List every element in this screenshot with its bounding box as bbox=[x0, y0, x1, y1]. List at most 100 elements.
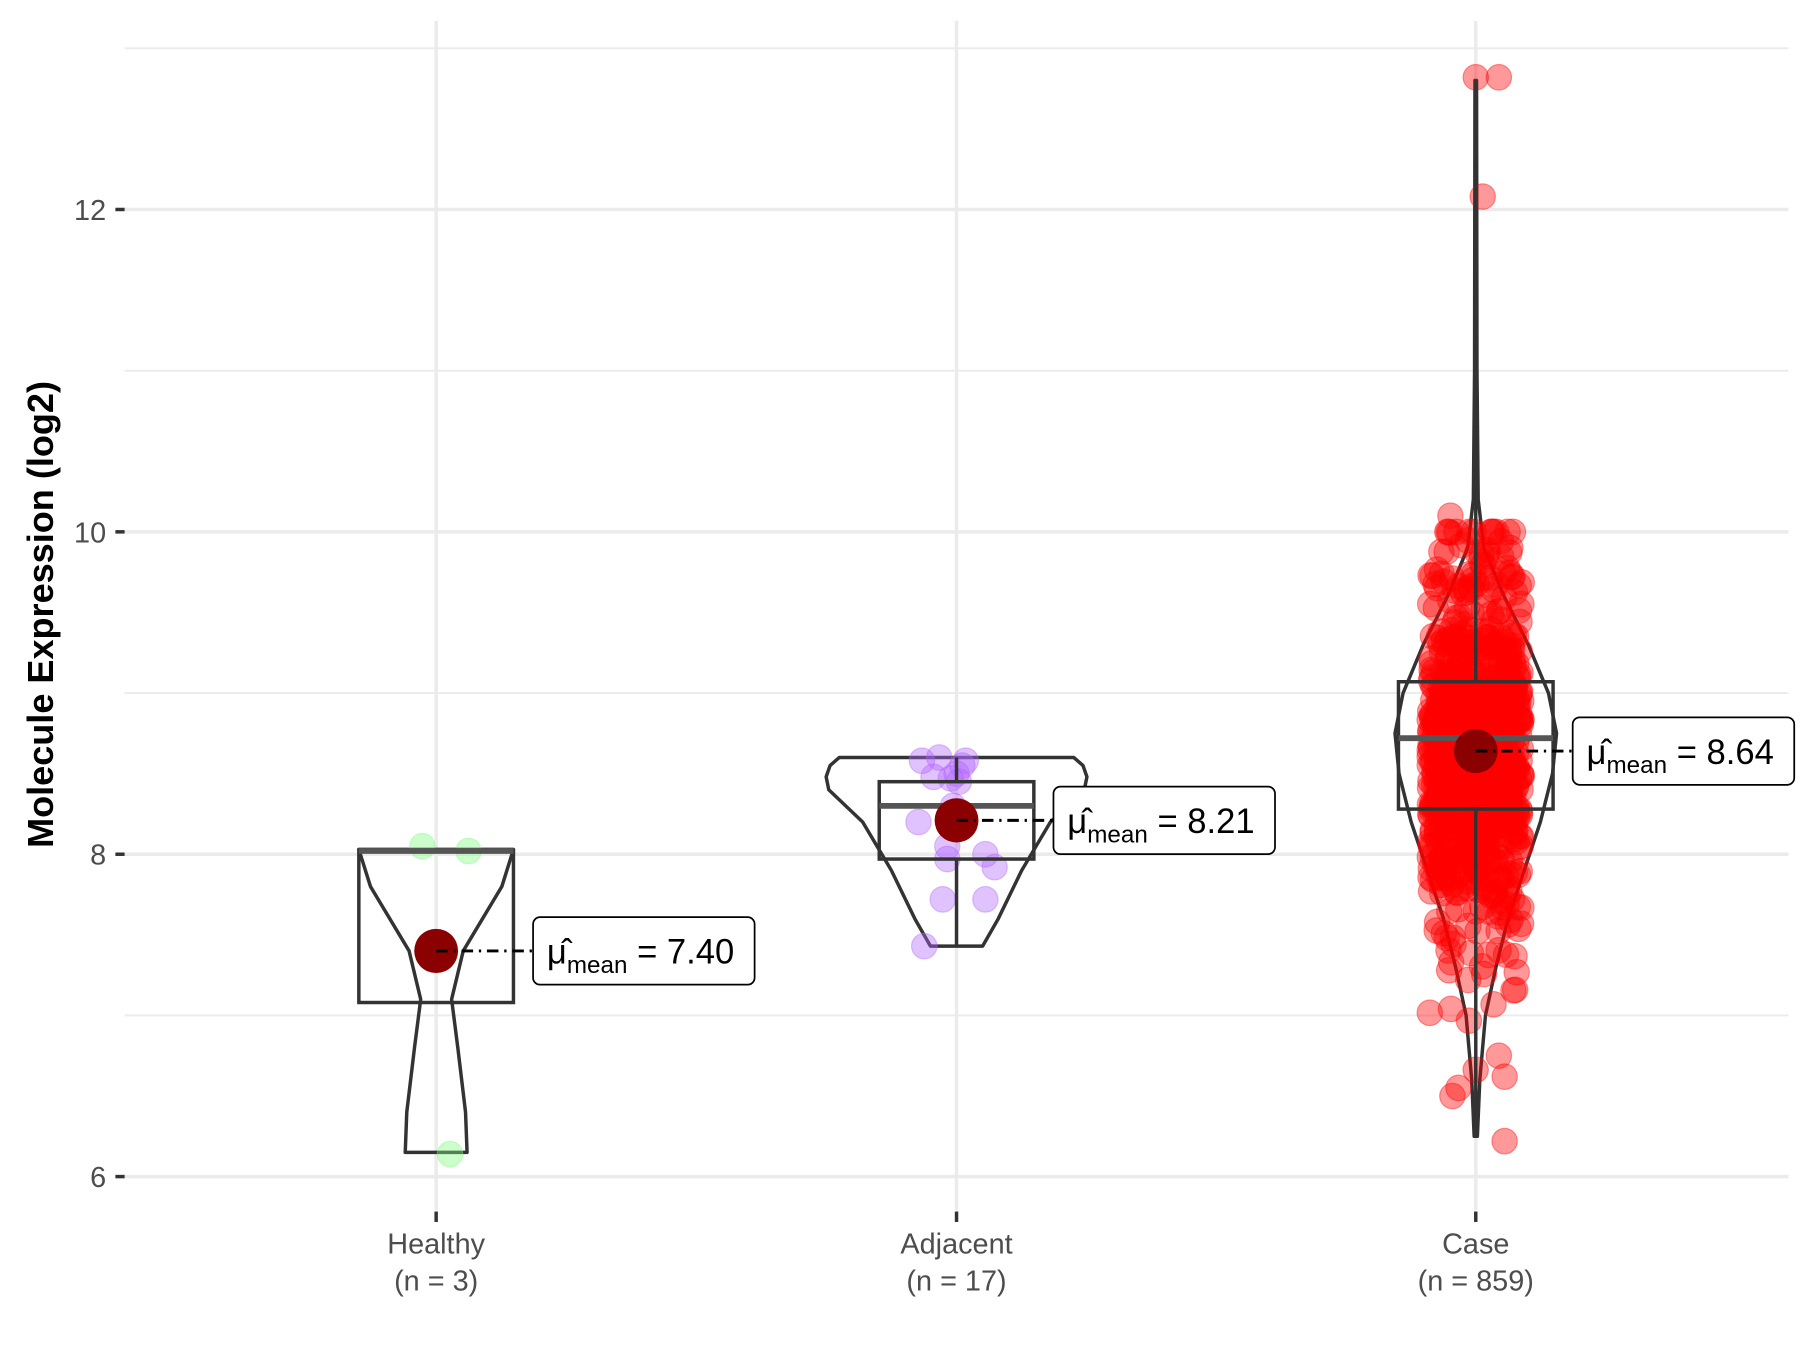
data-point bbox=[1469, 183, 1496, 210]
data-point bbox=[1480, 665, 1508, 693]
data-point bbox=[1447, 644, 1474, 672]
data-point bbox=[1501, 942, 1528, 970]
data-point bbox=[1426, 792, 1453, 820]
data-point bbox=[1477, 703, 1504, 731]
data-point bbox=[1438, 871, 1466, 899]
data-point bbox=[1487, 844, 1515, 872]
data-point bbox=[1449, 815, 1477, 843]
data-point bbox=[1443, 707, 1471, 734]
x-tick-sublabel: (n = 17) bbox=[906, 1266, 1006, 1298]
data-point bbox=[1451, 702, 1479, 729]
data-point bbox=[1493, 683, 1521, 711]
data-point bbox=[1434, 626, 1461, 654]
data-point bbox=[1479, 769, 1506, 797]
data-point bbox=[1422, 594, 1450, 622]
y-tick-label: 10 bbox=[74, 517, 106, 549]
data-point bbox=[1419, 622, 1447, 650]
y-tick-label: 6 bbox=[90, 1162, 106, 1194]
data-point bbox=[1497, 906, 1524, 934]
data-point bbox=[1433, 705, 1460, 733]
data-point bbox=[1417, 831, 1445, 859]
data-point bbox=[1487, 644, 1515, 672]
data-point bbox=[1447, 774, 1475, 802]
data-point bbox=[1506, 705, 1534, 732]
data-point bbox=[1443, 604, 1470, 632]
data-point bbox=[1443, 518, 1470, 546]
data-point bbox=[1501, 578, 1529, 606]
data-point bbox=[1435, 683, 1463, 711]
data-point bbox=[1437, 629, 1465, 657]
data-point bbox=[1430, 849, 1458, 877]
data-point bbox=[1481, 633, 1509, 661]
data-point bbox=[1495, 791, 1523, 819]
data-point bbox=[1485, 690, 1513, 717]
data-point bbox=[1424, 701, 1451, 728]
data-point bbox=[1452, 772, 1479, 799]
means: μ̂mean = 7.40 μ̂mean = 8.21 μ̂mean = 8.64 bbox=[414, 716, 1796, 986]
grid bbox=[124, 20, 1789, 1211]
data-point bbox=[1503, 804, 1531, 832]
data-point bbox=[1445, 572, 1472, 600]
data-point bbox=[1481, 780, 1509, 808]
data-point bbox=[1417, 562, 1444, 589]
data-point bbox=[1487, 543, 1515, 571]
data-point bbox=[1427, 758, 1455, 786]
data-point bbox=[1498, 631, 1525, 659]
data-point bbox=[1472, 690, 1500, 718]
data-point bbox=[1460, 561, 1487, 588]
data-point bbox=[1489, 773, 1517, 801]
data-point bbox=[1433, 769, 1461, 797]
data-point bbox=[1429, 677, 1457, 705]
data-point bbox=[1507, 760, 1535, 788]
data-point bbox=[1417, 734, 1445, 762]
data-point bbox=[1503, 754, 1530, 781]
data-point bbox=[1458, 657, 1486, 685]
data-point bbox=[1474, 693, 1501, 721]
data-point bbox=[1450, 671, 1478, 699]
data-point bbox=[1499, 670, 1526, 698]
data-point bbox=[1493, 891, 1520, 918]
data-point bbox=[1434, 806, 1462, 834]
data-point bbox=[1475, 780, 1502, 808]
data-point bbox=[1502, 622, 1530, 650]
data-point bbox=[1450, 777, 1478, 805]
data-point bbox=[1418, 649, 1446, 677]
data-point bbox=[1423, 766, 1451, 794]
x-tick-sublabel: (n = 3) bbox=[394, 1266, 478, 1298]
data-point bbox=[1481, 764, 1509, 792]
data-point bbox=[1424, 780, 1452, 808]
data-point bbox=[1429, 750, 1457, 777]
data-point bbox=[1419, 832, 1446, 860]
data-point bbox=[1492, 706, 1519, 733]
data-point bbox=[1494, 651, 1522, 679]
data-point bbox=[1434, 839, 1462, 867]
data-point bbox=[1490, 812, 1518, 840]
data-point bbox=[1477, 518, 1505, 546]
data-point bbox=[1498, 780, 1525, 808]
data-point bbox=[1506, 701, 1533, 728]
data-point bbox=[1484, 903, 1512, 930]
data-point bbox=[1479, 812, 1507, 840]
data-point bbox=[1430, 787, 1457, 814]
data-point bbox=[1441, 623, 1469, 651]
data-point bbox=[1463, 692, 1491, 720]
data-point bbox=[1488, 704, 1515, 732]
data-point bbox=[1500, 651, 1527, 679]
data-point bbox=[436, 1140, 464, 1168]
data-point bbox=[1473, 813, 1500, 841]
data-point bbox=[1507, 832, 1535, 860]
data-point bbox=[1428, 708, 1456, 735]
data-point bbox=[1428, 698, 1456, 726]
data-point bbox=[1444, 696, 1472, 723]
data-point bbox=[1494, 760, 1521, 788]
data-point bbox=[1503, 755, 1531, 782]
data-point bbox=[1498, 885, 1526, 913]
data-point bbox=[1429, 730, 1456, 757]
data-point bbox=[1478, 825, 1506, 853]
data-point bbox=[1459, 566, 1487, 594]
data-point bbox=[1491, 812, 1518, 839]
data-point bbox=[1436, 793, 1463, 821]
data-point bbox=[1454, 772, 1482, 800]
data-point bbox=[1451, 838, 1479, 865]
data-point bbox=[1423, 917, 1450, 944]
